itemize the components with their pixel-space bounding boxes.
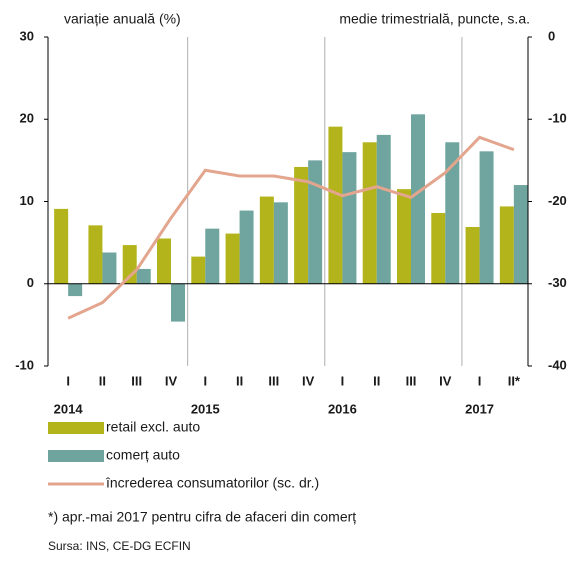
bar [342, 152, 357, 284]
x-tick-label: IV [302, 373, 315, 388]
bar [294, 166, 309, 284]
x-tick-label: II [99, 373, 106, 388]
year-label: 2016 [328, 401, 357, 416]
legend-swatch [48, 422, 104, 434]
bar [397, 189, 411, 284]
x-tick-label: II* [508, 373, 521, 388]
legend-swatch [48, 450, 104, 462]
x-tick-label: III [406, 373, 417, 388]
bar [136, 268, 151, 284]
source: Sursa: INS, CE-DG ECFIN [48, 539, 191, 553]
bar [465, 226, 480, 284]
y-tick-label: 10 [20, 193, 34, 208]
legend-label: retail excl. auto [106, 419, 200, 435]
x-tick-label: I [478, 373, 482, 388]
y2-tick-label: -10 [548, 111, 567, 126]
bar [191, 256, 206, 284]
bar [376, 134, 391, 284]
y-tick-label: 0 [27, 275, 34, 290]
bar [239, 210, 254, 284]
y2-tick-label: 0 [548, 28, 555, 43]
x-tick-label: I [66, 373, 70, 388]
bar [88, 225, 103, 284]
x-tick-label: II [373, 373, 380, 388]
y2-tick-label: -30 [548, 275, 567, 290]
year-label: 2015 [191, 401, 220, 416]
bar [273, 202, 288, 284]
x-tick-label: IV [439, 373, 452, 388]
bar [499, 206, 514, 284]
bar [102, 252, 117, 284]
y2-tick-label: -40 [548, 357, 567, 372]
x-tick-label: I [341, 373, 345, 388]
x-tick-label: IV [165, 373, 178, 388]
y2-tick-label: -20 [548, 193, 567, 208]
bar [259, 196, 274, 284]
bar [362, 142, 377, 284]
bar [171, 283, 185, 322]
left-axis-label: variație anuală (%) [64, 11, 181, 27]
year-label: 2014 [54, 401, 84, 416]
x-tick-label: II [236, 373, 243, 388]
x-tick-label: III [131, 373, 142, 388]
bar [54, 208, 69, 284]
legend-label: încrederea consumatorilor (sc. dr.) [105, 475, 319, 491]
year-label: 2017 [465, 401, 494, 416]
x-tick-label: I [203, 373, 207, 388]
y-tick-label: -10 [15, 357, 34, 372]
right-axis-label: medie trimestrială, puncte, s.a. [339, 11, 530, 27]
y-tick-label: 20 [20, 111, 34, 126]
bar [431, 213, 446, 284]
bar [68, 283, 83, 297]
bar [205, 228, 220, 284]
footnote: *) apr.-mai 2017 pentru cifra de afaceri… [48, 509, 356, 525]
bar [445, 142, 460, 284]
y-tick-label: 30 [20, 28, 34, 43]
bar [328, 126, 343, 284]
bar [157, 238, 171, 284]
bar [308, 160, 323, 284]
legend-label: comerț auto [106, 447, 180, 463]
line [67, 135, 515, 320]
bar [225, 233, 240, 284]
bar [411, 114, 425, 284]
x-tick-label: III [268, 373, 279, 388]
bar [513, 185, 528, 284]
bar [479, 151, 494, 284]
